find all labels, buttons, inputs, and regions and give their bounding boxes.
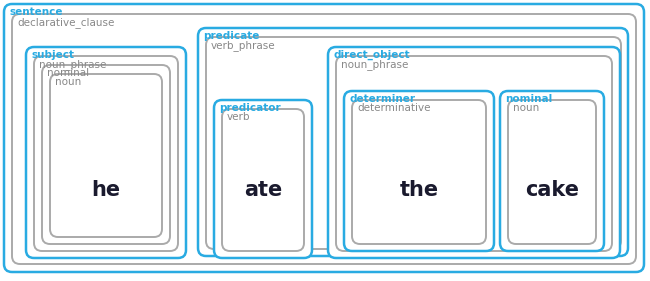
Text: noun_phrase: noun_phrase [341, 59, 408, 70]
Text: direct_object: direct_object [333, 50, 410, 60]
Text: noun_phrase: noun_phrase [39, 59, 107, 70]
Text: noun: noun [513, 103, 540, 113]
Text: nominal: nominal [505, 94, 552, 104]
FancyBboxPatch shape [198, 28, 628, 256]
FancyBboxPatch shape [500, 91, 604, 251]
Text: verb_phrase: verb_phrase [211, 40, 276, 51]
Text: ate: ate [244, 180, 282, 200]
FancyBboxPatch shape [206, 37, 621, 249]
FancyBboxPatch shape [42, 65, 170, 244]
FancyBboxPatch shape [12, 14, 636, 264]
Text: noun: noun [55, 77, 81, 87]
FancyBboxPatch shape [352, 100, 486, 244]
Text: determiner: determiner [349, 94, 415, 104]
Text: predicator: predicator [219, 103, 281, 113]
FancyBboxPatch shape [214, 100, 312, 258]
FancyBboxPatch shape [4, 4, 644, 272]
Text: verb: verb [227, 112, 250, 122]
Text: nominal: nominal [47, 68, 89, 78]
Text: cake: cake [525, 180, 579, 200]
FancyBboxPatch shape [222, 109, 304, 251]
FancyBboxPatch shape [336, 56, 612, 251]
Text: subject: subject [31, 50, 74, 60]
Text: sentence: sentence [9, 7, 62, 17]
Text: the: the [400, 180, 439, 200]
Text: predicate: predicate [203, 31, 259, 41]
Text: he: he [92, 180, 120, 200]
FancyBboxPatch shape [508, 100, 596, 244]
FancyBboxPatch shape [328, 47, 620, 258]
Text: determinative: determinative [357, 103, 430, 113]
FancyBboxPatch shape [50, 74, 162, 237]
Text: declarative_clause: declarative_clause [17, 17, 114, 28]
FancyBboxPatch shape [34, 56, 178, 251]
FancyBboxPatch shape [26, 47, 186, 258]
FancyBboxPatch shape [344, 91, 494, 251]
